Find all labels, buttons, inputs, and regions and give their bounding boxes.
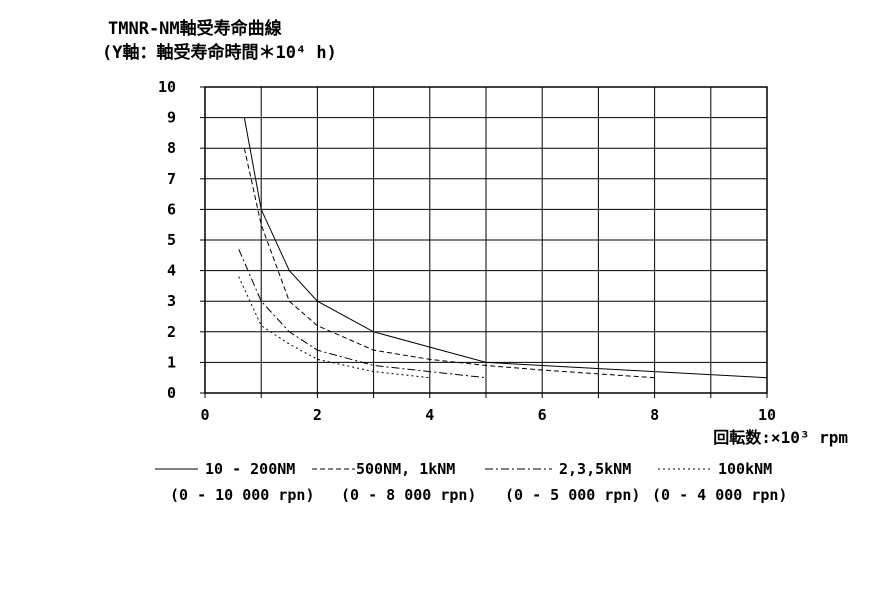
x-tick-label: 4 bbox=[425, 406, 434, 424]
y-tick-label: 2 bbox=[167, 323, 176, 341]
y-tick-label: 7 bbox=[167, 170, 176, 188]
legend-range-2: (0 - 8 000 rpn) bbox=[341, 486, 476, 504]
y-tick-label: 5 bbox=[167, 231, 176, 249]
legend-range-4: (0 - 4 000 rpn) bbox=[652, 486, 787, 504]
legend-range-3: (0 - 5 000 rpn) bbox=[505, 486, 640, 504]
legend-label-2: 500NM, 1kNM bbox=[356, 460, 455, 478]
y-tick-label: 1 bbox=[167, 353, 176, 371]
axes bbox=[200, 86, 768, 398]
legend: 10 - 200NM (0 - 10 000 rpn) 500NM, 1kNM (0 … bbox=[155, 460, 787, 504]
x-tick-label: 0 bbox=[200, 406, 209, 424]
series-line-4 bbox=[238, 276, 430, 379]
y-tick-label: 9 bbox=[167, 109, 176, 127]
x-tick-label: 6 bbox=[538, 406, 547, 424]
series-line-1 bbox=[243, 117, 768, 379]
series-line-3 bbox=[238, 248, 487, 379]
grid bbox=[204, 86, 768, 394]
series-lines bbox=[238, 117, 768, 379]
chart-subtitle: (Y軸：軸受寿命時間＊10⁴ h) bbox=[102, 43, 337, 63]
legend-range-1: (0 - 10 000 rpn) bbox=[170, 486, 315, 504]
x-tick-label: 10 bbox=[758, 406, 776, 424]
legend-label-4: 100kNM bbox=[718, 460, 772, 478]
x-tick-label: 8 bbox=[650, 406, 659, 424]
x-axis-label: 回転数:×10³ rpm bbox=[713, 428, 848, 447]
y-tick-label: 4 bbox=[167, 262, 176, 280]
chart-title: TMNR-NM軸受寿命曲線 bbox=[108, 19, 282, 39]
y-tick-label: 8 bbox=[167, 139, 176, 157]
x-tick-labels: 0 2 4 6 8 10 bbox=[200, 406, 776, 424]
x-tick-label: 2 bbox=[313, 406, 322, 424]
y-tick-label: 6 bbox=[167, 200, 176, 218]
series-line-2 bbox=[243, 148, 655, 379]
y-tick-label: 10 bbox=[158, 78, 176, 96]
legend-label-1: 10 - 200NM bbox=[205, 460, 295, 478]
legend-label-3: 2,3,5kNM bbox=[559, 460, 631, 478]
y-tick-label: 3 bbox=[167, 292, 176, 310]
y-tick-label: 0 bbox=[167, 384, 176, 402]
y-tick-labels: 0 1 2 3 4 5 6 7 8 9 10 bbox=[158, 78, 176, 402]
